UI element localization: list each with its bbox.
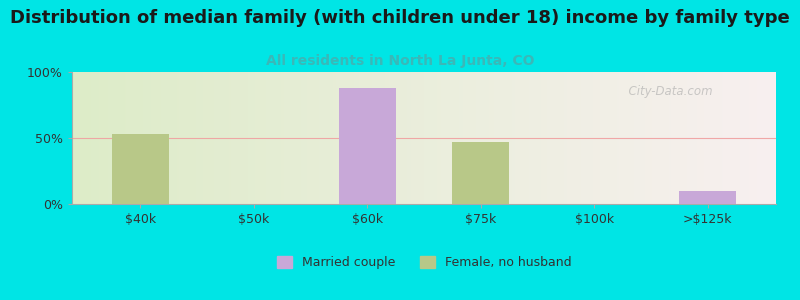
Bar: [339, 88, 396, 204]
Bar: [679, 191, 736, 204]
Bar: [112, 134, 169, 204]
Text: City-Data.com: City-Data.com: [621, 85, 713, 98]
Text: All residents in North La Junta, CO: All residents in North La Junta, CO: [266, 54, 534, 68]
Bar: [452, 142, 509, 204]
Legend: Married couple, Female, no husband: Married couple, Female, no husband: [271, 251, 577, 274]
Text: Distribution of median family (with children under 18) income by family type: Distribution of median family (with chil…: [10, 9, 790, 27]
